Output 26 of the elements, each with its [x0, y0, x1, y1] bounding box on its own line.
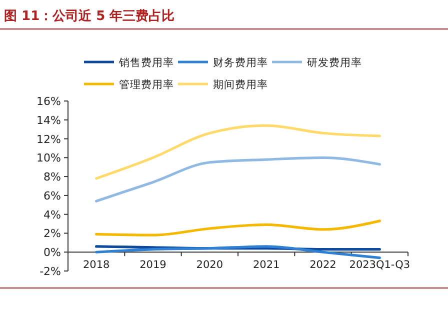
- y-tick-label: 16%: [36, 95, 61, 108]
- legend-label: 销售费用率: [118, 56, 174, 69]
- x-tick-label: 2020: [196, 259, 224, 272]
- legend-label: 期间费用率: [213, 78, 268, 91]
- y-tick-label: 6%: [44, 189, 61, 202]
- legend-label: 管理费用率: [119, 78, 174, 91]
- line-series: [95, 124, 381, 180]
- line-series: [95, 156, 381, 202]
- y-tick-label: -2%: [40, 265, 61, 278]
- x-tick-label: 2022: [310, 259, 336, 272]
- y-tick-label: 0%: [44, 246, 61, 260]
- y-tick-label: 12%: [36, 132, 61, 146]
- x-tick-label: 2019: [140, 259, 166, 272]
- legend-label: 研发费用率: [307, 56, 362, 69]
- y-tick-label: 10%: [36, 152, 61, 165]
- line-series: [95, 245, 381, 260]
- y-tick-label: 2%: [44, 227, 61, 240]
- y-tick-label: 14%: [36, 114, 61, 127]
- line-series: [95, 220, 381, 236]
- chart-title: 图 11：公司近 5 年三费占比: [4, 8, 175, 24]
- y-tick-label: 8%: [44, 170, 61, 184]
- y-tick-label: 4%: [44, 208, 61, 222]
- x-tick-label: 2021: [252, 259, 280, 272]
- x-tick-label: 2018: [82, 259, 110, 272]
- legend-label: 财务费用率: [213, 56, 268, 69]
- x-tick-label: 2023Q1-Q3: [349, 259, 410, 272]
